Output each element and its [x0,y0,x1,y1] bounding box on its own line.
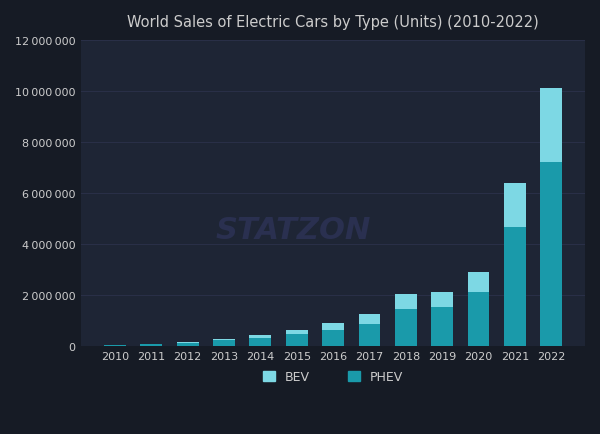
Bar [467,293,490,346]
Bar [322,330,344,346]
Bar [359,315,380,324]
Bar [540,163,562,346]
Bar [504,183,526,227]
Bar [286,334,308,346]
Bar [540,89,562,163]
Bar [250,338,271,346]
Bar [213,341,235,346]
Bar [395,295,416,309]
Legend: BEV, PHEV: BEV, PHEV [258,365,409,388]
Bar [504,227,526,346]
Bar [431,307,453,346]
Bar [213,339,235,341]
Bar [177,342,199,343]
Bar [286,330,308,334]
Bar [322,323,344,330]
Bar [359,324,380,346]
Bar [177,343,199,346]
Bar [431,292,453,307]
Bar [250,336,271,338]
Bar [395,309,416,346]
Text: STATZON: STATZON [215,215,370,244]
Title: World Sales of Electric Cars by Type (Units) (2010-2022): World Sales of Electric Cars by Type (Un… [127,15,539,30]
Bar [140,345,162,346]
Bar [467,272,490,293]
